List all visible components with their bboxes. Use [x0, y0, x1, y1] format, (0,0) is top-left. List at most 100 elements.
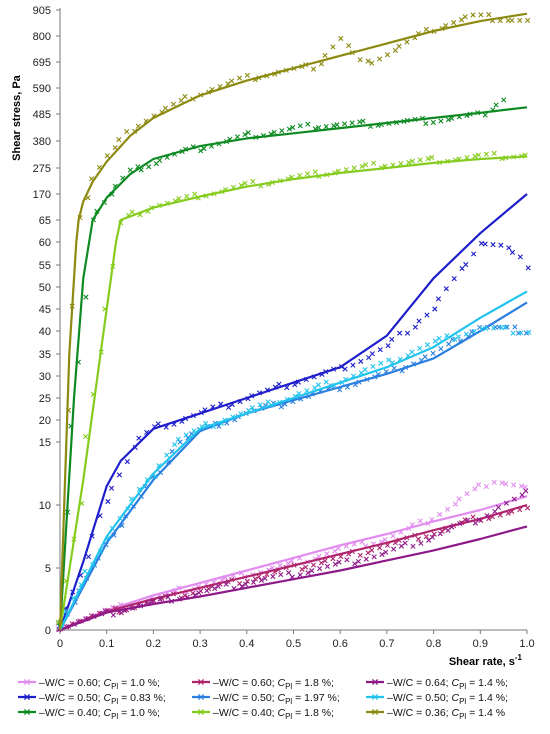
y-tick-label: 15 — [39, 437, 51, 449]
legend-label-sub: Pl — [111, 682, 118, 691]
data-point — [344, 557, 350, 563]
legend-label-suffix: = 1.4 %; — [466, 677, 508, 689]
x-tick-label: 0.9 — [473, 638, 488, 650]
data-point — [503, 481, 509, 487]
data-point — [430, 119, 436, 126]
data-point — [184, 193, 190, 199]
data-point — [423, 120, 429, 127]
legend-label: –W/C = 0.40; CPl = 1.8 %; — [213, 707, 334, 721]
legend-item-9: –W/C = 0.36; CPl = 1.4 % — [366, 707, 505, 721]
y-tick-label: 800 — [33, 31, 51, 43]
data-point — [378, 360, 384, 366]
data-point — [350, 362, 356, 368]
data-point — [124, 459, 130, 465]
fit-line — [58, 155, 528, 631]
data-point — [82, 568, 88, 574]
data-point — [451, 20, 457, 26]
data-point — [198, 148, 204, 154]
data-point — [369, 547, 375, 553]
data-point — [358, 358, 364, 364]
data-point — [517, 17, 523, 24]
legend-item-7: –W/C = 0.40; CPl = 1.0 %; — [18, 707, 160, 721]
y-tick-label: 485 — [33, 109, 51, 121]
data-point — [412, 324, 418, 330]
legend-swatch-marker — [371, 693, 379, 701]
data-point — [512, 324, 518, 330]
data-point — [359, 163, 365, 170]
data-point — [172, 441, 178, 448]
data-point — [124, 128, 130, 135]
data-point — [278, 571, 284, 578]
legend-label-suffix: = 1.4 %; — [466, 692, 508, 704]
y-tick-label: 35 — [39, 349, 51, 361]
data-point — [104, 153, 110, 159]
legend-label-sub: Pl — [285, 697, 292, 706]
legend-swatch-marker — [371, 678, 379, 686]
legend-label: –W/C = 0.40; CPl = 1.0 %; — [39, 707, 160, 721]
data-point — [499, 480, 505, 486]
data-point — [370, 160, 377, 166]
data-point — [118, 610, 124, 616]
data-point — [305, 121, 311, 127]
data-point — [525, 265, 531, 271]
data-point — [234, 134, 241, 140]
data-point — [165, 594, 171, 600]
data-point — [377, 545, 383, 551]
data-point — [404, 39, 410, 45]
legend: –W/C = 0.60; CPl = 1.0 %; –W/C = 0.60; CP… — [18, 677, 508, 721]
data-point — [318, 560, 324, 566]
data-point — [243, 581, 249, 587]
data-point — [525, 505, 531, 511]
data-point — [285, 560, 291, 566]
x-tick-label: 0.4 — [239, 638, 254, 650]
y-tick-label: 50 — [39, 282, 51, 294]
data-point — [362, 367, 368, 373]
data-point — [519, 492, 525, 498]
data-point — [493, 102, 499, 108]
data-point — [517, 254, 523, 260]
data-point — [83, 294, 89, 300]
data-point — [432, 338, 438, 344]
data-point — [404, 330, 411, 336]
data-point — [424, 312, 430, 318]
data-point — [526, 329, 532, 335]
data-point — [352, 561, 358, 567]
data-point — [149, 598, 155, 604]
legend-label-c: C — [452, 692, 460, 704]
data-point — [472, 486, 478, 492]
data-point — [486, 12, 492, 18]
series-3 — [56, 488, 529, 633]
legend-label-sub: Pl — [285, 682, 292, 691]
data-point — [365, 550, 371, 556]
data-point — [377, 56, 383, 62]
data-point — [277, 562, 283, 569]
data-point — [157, 596, 163, 602]
data-point — [435, 296, 442, 302]
legend-swatch-marker — [23, 693, 31, 701]
legend-item-5: –W/C = 0.50; CPl = 1.97 %; — [192, 692, 340, 706]
fit-line — [58, 193, 528, 631]
legend-item-3: –W/C = 0.64; CPl = 1.4 %; — [366, 677, 508, 691]
legend-label-c: C — [452, 677, 460, 689]
data-point — [501, 97, 507, 103]
data-point — [297, 572, 303, 578]
data-point — [443, 286, 449, 292]
data-point — [491, 325, 497, 331]
legend-label-prefix: –W/C = 0.60; — [39, 677, 104, 689]
legend-label: –W/C = 0.50; CPl = 0.83 %; — [39, 692, 166, 706]
data-point — [242, 131, 248, 138]
data-point — [363, 556, 369, 562]
legend-label-sub: Pl — [111, 697, 118, 706]
y-tick-label: 695 — [33, 57, 51, 69]
data-point — [503, 500, 509, 506]
data-point — [116, 137, 122, 143]
data-point — [157, 157, 163, 164]
data-point — [423, 534, 429, 540]
data-point — [250, 178, 256, 185]
data-point — [332, 561, 338, 567]
data-point — [370, 363, 376, 370]
legend-label-prefix: –W/C = 0.50; — [387, 692, 452, 704]
data-point — [396, 43, 402, 49]
data-point — [346, 42, 352, 49]
